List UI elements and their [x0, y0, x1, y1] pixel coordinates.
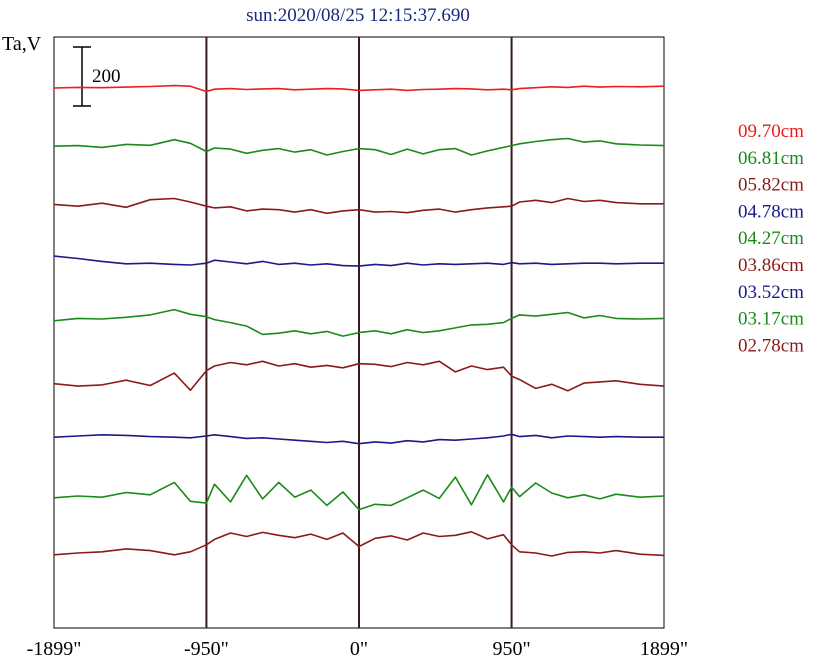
scale-bar: 200: [73, 46, 121, 107]
x-tick-label-0: -1899": [27, 638, 82, 660]
x-tick-label-1: -950": [184, 638, 229, 660]
legend-item-8: 02.78cm: [738, 335, 804, 356]
x-tick-label-3: 950": [492, 638, 530, 660]
legend: 09.70cm 06.81cm 05.82cm 04.78cm 04.27cm 03.86…: [738, 121, 804, 356]
x-tick-labels: -1899" -950" 0" 950" 1899": [27, 638, 689, 660]
series-line-2: [53, 197, 664, 215]
chart-title: sun:2020/08/25 12:15:37.690: [246, 5, 470, 26]
legend-item-4: 04.27cm: [738, 228, 804, 249]
series-line-6: [53, 433, 664, 445]
series-line-4: [53, 308, 665, 337]
x-tick-label-2: 0": [350, 638, 368, 660]
series-line-0: [53, 84, 665, 93]
legend-item-3: 04.78cm: [738, 201, 804, 222]
series-line-1: [53, 137, 665, 156]
y-axis-label: Ta,V: [2, 33, 42, 55]
legend-item-5: 03.86cm: [738, 255, 804, 276]
series-line-3: [53, 255, 664, 267]
x-tick-label-4: 1899": [640, 638, 688, 660]
legend-item-2: 05.82cm: [738, 175, 804, 196]
legend-item-6: 03.52cm: [738, 282, 804, 303]
series-group: [53, 84, 665, 557]
legend-item-0: 09.70cm: [738, 121, 804, 142]
series-line-5: [53, 360, 665, 392]
series-line-7: [53, 473, 665, 511]
legend-item-1: 06.81cm: [738, 148, 804, 169]
scale-bar-label: 200: [92, 66, 121, 87]
series-line-8: [53, 530, 665, 557]
legend-item-7: 03.17cm: [738, 309, 804, 330]
